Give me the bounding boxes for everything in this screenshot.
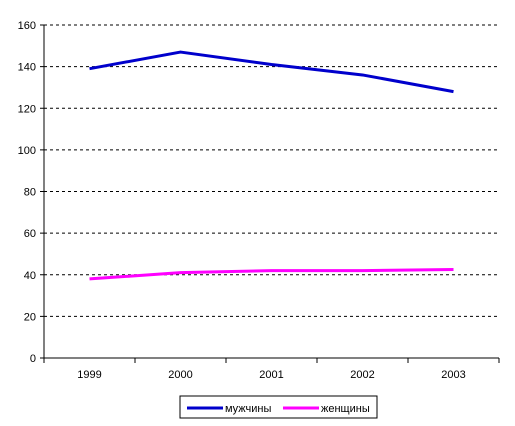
legend-label: женщины [321, 403, 370, 415]
y-tick-label: 60 [24, 228, 36, 240]
x-tick-label: 2002 [350, 369, 374, 381]
y-axis-ticks: 0 20 40 60 80 100 120 140 160 [18, 20, 44, 365]
series-line-1 [89, 50, 454, 94]
y-tick-label: 140 [18, 62, 36, 74]
y-tick-label: 100 [18, 145, 36, 157]
y-tick-label: 20 [24, 311, 36, 323]
x-tick-label: 1999 [77, 369, 101, 381]
x-tick-label: 2003 [441, 369, 465, 381]
x-axis-ticks: 1999 2000 2001 2002 2003 [43, 358, 500, 381]
x-tick-label: 2001 [259, 369, 283, 381]
y-tick-label: 120 [18, 103, 36, 115]
y-tick-label: 160 [18, 20, 36, 32]
x-tick-label: 2000 [168, 369, 192, 381]
series-line-2 [89, 268, 454, 281]
y-tick-label: 40 [24, 270, 36, 282]
legend-box [179, 395, 378, 419]
y-tick-label: 80 [24, 187, 36, 199]
legend-label: мужчины [225, 403, 271, 415]
y-tick-label: 0 [30, 353, 36, 365]
series-lines [89, 50, 454, 281]
grid-lines [44, 24, 499, 317]
legend: мужчины женщины [179, 395, 378, 419]
